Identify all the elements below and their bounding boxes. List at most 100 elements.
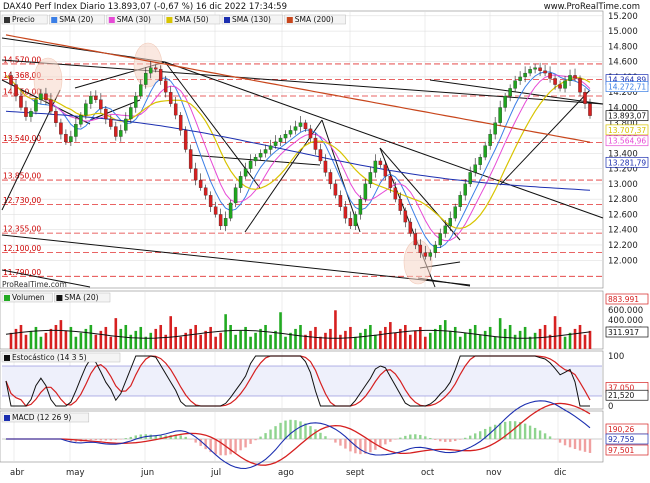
trendline[interactable] [89,99,141,121]
candle-body [483,145,487,158]
sma-30-line [5,74,591,242]
candle-body [313,137,318,150]
volume-bar [94,334,98,349]
candle-body [94,95,98,100]
trendline[interactable] [1,269,91,288]
volume-bar [29,330,33,349]
macd-histogram-bar [249,439,252,444]
candle-body [338,195,343,207]
legend-label: Estocástico (14 3 5) [12,353,87,362]
macd-histogram-bar [568,439,572,448]
candle-body [453,206,457,219]
macd-histogram-bar [478,431,482,439]
trendline[interactable] [164,61,604,219]
trendlines[interactable] [1,37,604,288]
highlight-ellipse [133,42,163,88]
site-link[interactable]: www.ProRealTime.com [544,2,640,12]
volume-bar [279,312,282,349]
candle-body [463,183,467,196]
month-tick-label: jun [140,468,154,478]
candle-body [139,84,143,97]
legend-swatch [166,17,173,23]
candle-body [218,214,223,227]
legend-label: SMA (50) [174,15,208,24]
legend-box [164,14,221,25]
volume-bar [404,324,407,349]
trendline[interactable] [244,119,323,233]
macd-histogram-bar [538,430,542,439]
macd-lines [2,400,602,470]
volume-bar [299,324,302,349]
macd-histogram-bar [518,422,522,439]
legend-box [1,292,53,303]
volume-bar [409,334,412,349]
volume-value-tag [605,326,649,338]
volume-tick-label: 600.000 [608,306,643,316]
volume-bar [503,328,507,349]
level-label: 12.730,00 [3,196,41,205]
candle-body [498,107,502,123]
candle-body [223,218,228,227]
legend-box [1,412,90,423]
macd-histogram-bar [379,439,382,448]
month-tick-label: may [66,468,85,478]
candle-body [438,233,443,246]
candle-body [64,134,68,143]
volume-bar [19,324,23,349]
macd-histogram-bar [464,437,467,439]
volume-bar [568,332,572,349]
macd-histogram-bar [364,439,367,454]
stochastic-tick-label: 0 [608,402,613,412]
candle-body [583,92,587,104]
trendline[interactable] [499,89,591,186]
volume-bar [134,330,138,349]
macd-histogram-bar [399,437,402,439]
volume-bar [194,324,197,349]
trendline[interactable] [379,147,461,241]
price-value-tag [605,124,649,136]
candle-body [388,176,393,188]
macd-histogram-bar [493,424,497,439]
month-tick-label: sept [346,468,365,478]
highlight-ellipse [33,57,63,103]
macd-value-label: 97,501 [608,446,634,455]
price-value-tag [605,135,649,147]
legend-box [1,352,121,363]
macd-histogram-bar [469,435,472,439]
price-value-tag [605,156,649,168]
chart-title: DAX40 Perf Index Diario 13.893,07 (-0,67… [3,2,287,12]
candle-body [213,206,218,215]
volume-sma-line [5,329,591,339]
candle-body [134,95,138,108]
level-lines: 14.570,0014.368,0014.150,0013.540,0013.8… [2,55,602,277]
candle-body [178,114,183,131]
volume-bar [289,332,292,349]
candle-body [24,107,28,117]
x-axis: abr may jun jul ago sept oct nov dic [10,468,567,478]
volume-bar [423,336,427,349]
candle-body [288,130,293,135]
candle-body [79,114,83,125]
candle-body [488,134,492,146]
volume-bar [428,332,432,349]
volume-bar [264,324,267,349]
volume-bar [149,332,153,349]
macd-histogram-bar [194,439,197,443]
macd-histogram-bar [473,433,477,439]
macd-value-label: 190,26 [608,425,634,434]
volume-bar [344,330,347,349]
legend-label: SMA (20) [59,15,93,24]
trendline[interactable] [1,59,604,105]
candle-body [443,225,447,234]
trendline[interactable] [1,234,471,286]
candle-body [573,75,577,79]
legend-swatch [224,17,230,23]
trendline[interactable] [321,119,361,233]
macd-histogram-bar [299,421,302,439]
trendline[interactable] [164,61,261,189]
candle-body [193,168,198,181]
macd-line [6,400,591,470]
volume-bar [458,336,462,349]
trendline[interactable] [429,79,604,105]
